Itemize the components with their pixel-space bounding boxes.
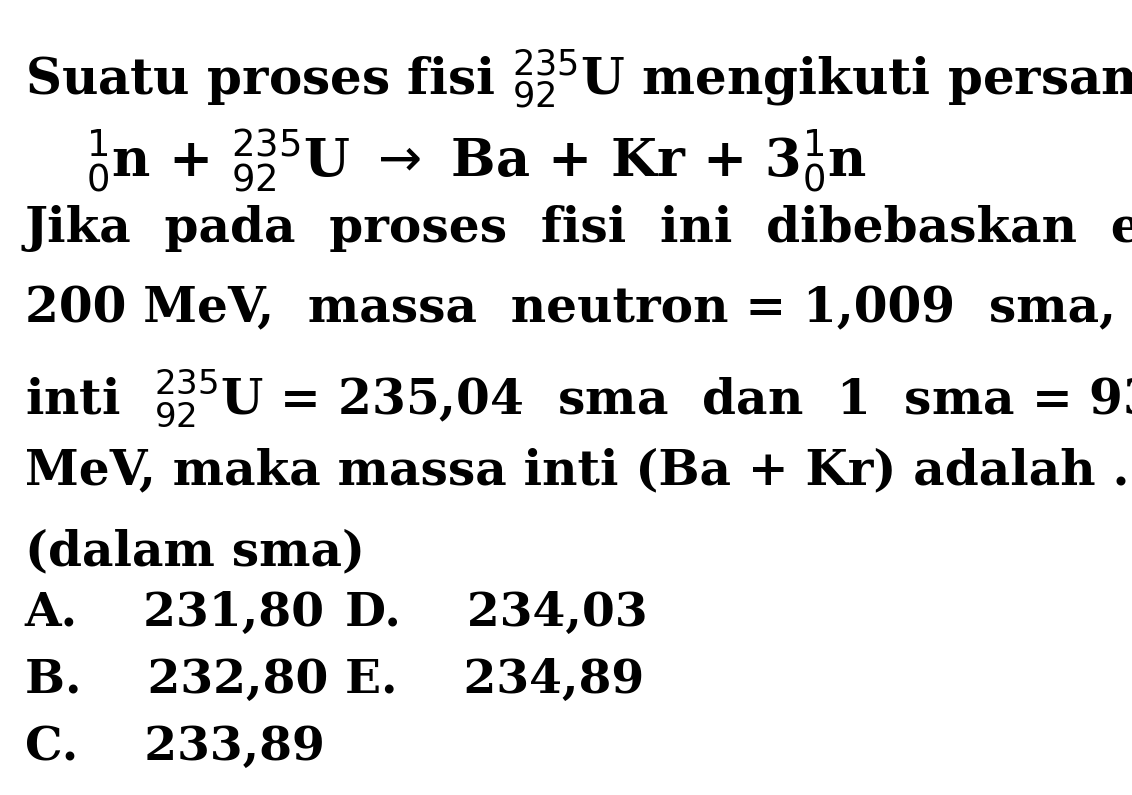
Text: C.    233,89: C. 233,89 [25,724,325,770]
Text: A.    231,80: A. 231,80 [25,590,325,636]
Text: E.    234,89: E. 234,89 [344,657,644,703]
Text: (dalam sma): (dalam sma) [25,529,365,576]
Text: $^{1}_{0}$n + $^{235}_{92}$U $\rightarrow$ Ba + Kr + 3$^{1}_{0}$n: $^{1}_{0}$n + $^{235}_{92}$U $\rightarro… [86,126,866,194]
Text: Jika  pada  proses  fisi  ini  dibebaskan  energi: Jika pada proses fisi ini dibebaskan ene… [25,205,1132,252]
Text: inti  $^{235}_{92}$U = 235,04  sma  dan  1  sma = 931: inti $^{235}_{92}$U = 235,04 sma dan 1 s… [25,366,1132,429]
Text: MeV, maka massa inti (Ba + Kr) adalah . . . .: MeV, maka massa inti (Ba + Kr) adalah . … [25,448,1132,494]
Text: B.    232,80: B. 232,80 [25,657,328,703]
Text: D.    234,03: D. 234,03 [344,590,648,636]
Text: 200 MeV,  massa  neutron = 1,009  sma,  massa: 200 MeV, massa neutron = 1,009 sma, mass… [25,285,1132,333]
Text: Suatu proses fisi $^{235}_{92}$U mengikuti persamaan:: Suatu proses fisi $^{235}_{92}$U mengiku… [25,48,1132,111]
